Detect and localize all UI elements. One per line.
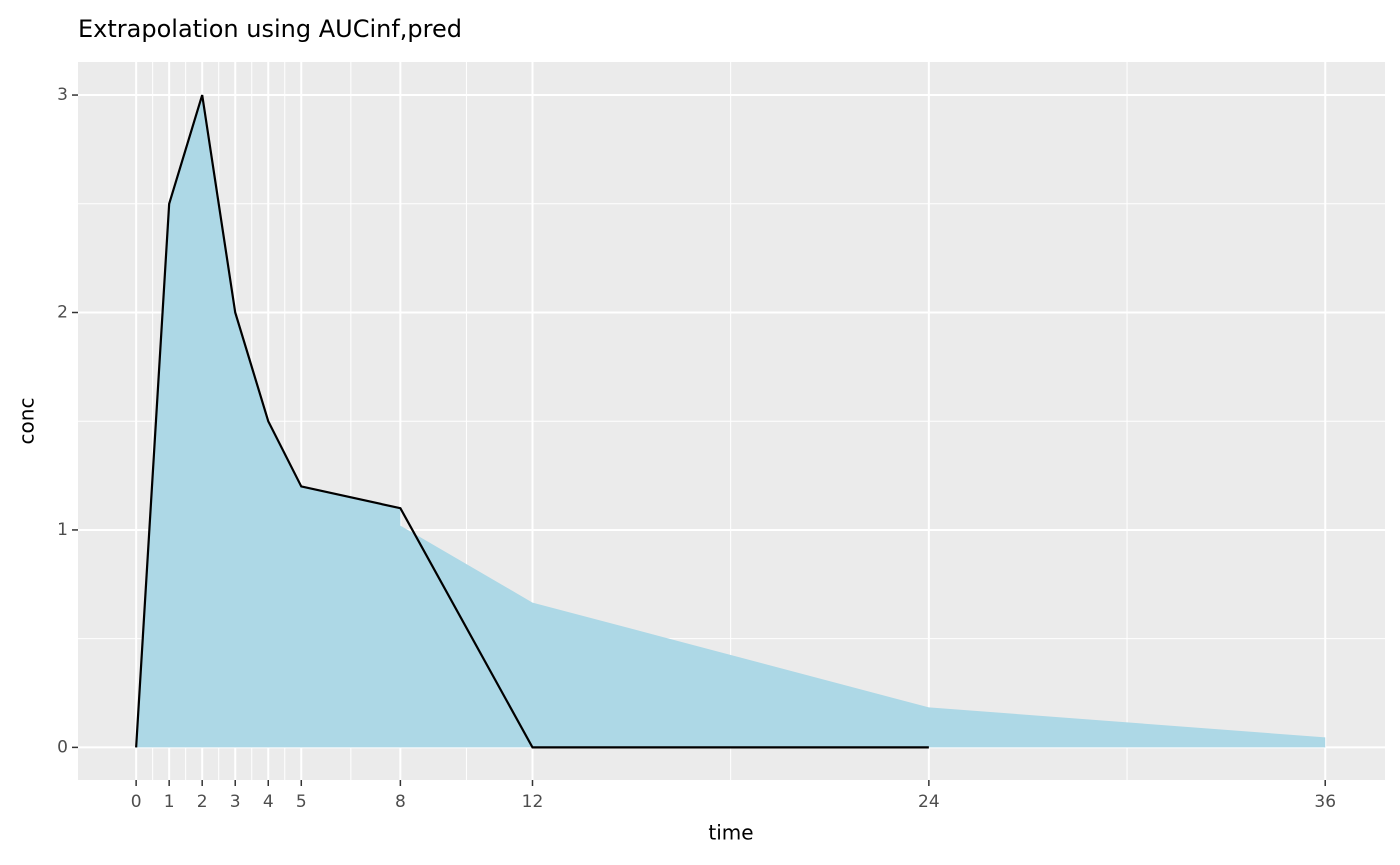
x-tick-label: 5 [296, 792, 307, 812]
y-tick-label: 3 [57, 85, 68, 105]
area [136, 95, 1326, 748]
x-tick-label: 12 [522, 792, 544, 812]
x-tick-label: 2 [197, 792, 208, 812]
x-tick-label: 3 [230, 792, 241, 812]
chart-title: Extrapolation using AUCinf,pred [78, 15, 462, 43]
y-tick-label: 2 [57, 302, 68, 322]
y-axis-title: conc [15, 398, 39, 445]
x-axis-title: time [708, 821, 753, 845]
x-tick-label: 24 [918, 792, 940, 812]
x-tick-label: 8 [395, 792, 406, 812]
x-tick-label: 0 [131, 792, 142, 812]
x-tick-label: 4 [263, 792, 274, 812]
x-tick-label: 1 [164, 792, 175, 812]
y-tick-label: 1 [57, 520, 68, 540]
x-tick-label: 36 [1314, 792, 1336, 812]
y-tick-label: 0 [57, 737, 68, 757]
line [135, 94, 929, 749]
